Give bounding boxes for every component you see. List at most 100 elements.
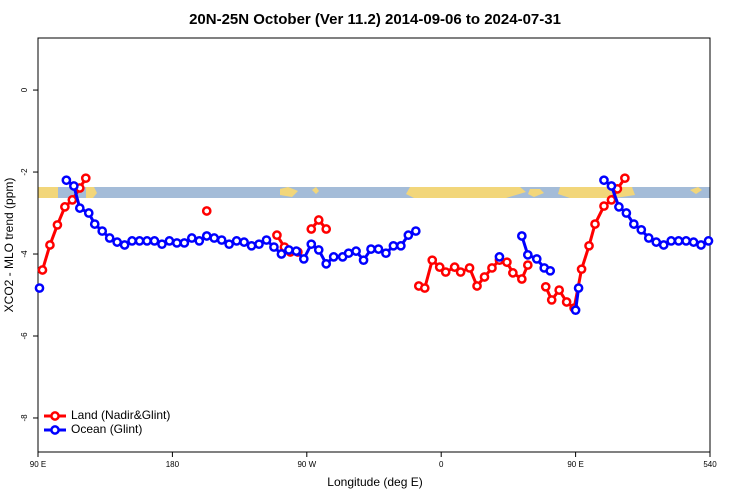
data-point [455, 267, 466, 277]
data-point [464, 263, 475, 273]
data-point [494, 252, 505, 262]
data-point [673, 236, 684, 246]
data-point [681, 236, 691, 246]
data-point [157, 239, 167, 250]
y-tick-label: 0 [20, 87, 29, 92]
data-point [134, 236, 145, 246]
data-point [576, 264, 587, 275]
data-point [508, 268, 518, 278]
data-point [487, 263, 497, 273]
data-point [97, 226, 108, 236]
map-strip [38, 187, 710, 198]
data-point [599, 201, 609, 211]
data-point [284, 245, 294, 255]
data-point [643, 233, 654, 243]
data-point [479, 272, 490, 282]
legend-marker [50, 425, 60, 435]
y-tick-label: -4 [20, 250, 29, 258]
data-point [502, 257, 512, 268]
data-point [658, 240, 669, 250]
data-point [209, 233, 220, 243]
data-point [554, 285, 565, 295]
legend-label: Ocean (Glint) [71, 422, 142, 436]
data-point [628, 219, 639, 229]
data-point [261, 235, 272, 245]
data-point [545, 265, 556, 276]
data-point [201, 206, 212, 216]
legend-marker [50, 411, 60, 421]
data-point [636, 224, 647, 235]
data-point [434, 262, 445, 272]
data-point [112, 237, 122, 247]
data-point [570, 305, 581, 316]
data-point [52, 220, 63, 230]
data-point [546, 295, 557, 305]
data-point [366, 244, 376, 254]
data-point [584, 240, 594, 251]
data-point [531, 254, 542, 264]
data-point [186, 233, 197, 243]
data-point [590, 219, 600, 229]
chart-title: 20N-25N October (Ver 11.2) 2014-09-06 to… [189, 11, 561, 28]
x-tick-label: 0 [439, 460, 444, 469]
data-point [321, 259, 332, 269]
data-point [522, 260, 533, 270]
data-point [472, 281, 482, 291]
data-point [328, 252, 339, 262]
x-tick-label: 90 E [567, 460, 583, 469]
data-point [89, 219, 100, 229]
data-point [666, 236, 677, 246]
data-point [351, 246, 361, 256]
data-point [37, 265, 48, 275]
data-point [34, 283, 45, 293]
data-point [599, 175, 609, 186]
data-point [224, 239, 234, 250]
data-point [80, 173, 91, 184]
data-point [127, 236, 137, 246]
data-point [358, 255, 369, 266]
data-point [61, 175, 72, 186]
y-tick-label: -6 [20, 332, 29, 340]
legend-label: Land (Nadir&Glint) [71, 408, 170, 422]
x-axis-label: Longitude (deg E) [327, 475, 422, 489]
data-point [522, 249, 533, 260]
data-point [142, 236, 152, 246]
data-point [440, 267, 451, 277]
data-point [343, 248, 354, 259]
data-point [216, 235, 227, 245]
data-point [651, 237, 662, 247]
y-axis-label: XCO2 - MLO trend (ppm) [2, 178, 16, 313]
data-point [540, 281, 551, 292]
data-point [254, 239, 264, 250]
data-point [68, 181, 79, 191]
data-point [149, 236, 160, 246]
data-point [516, 274, 527, 284]
data-point [67, 195, 78, 205]
data-point [419, 283, 430, 293]
data-point [410, 226, 421, 236]
y-tick-label: -2 [20, 168, 29, 176]
data-point [313, 245, 324, 255]
data-point [74, 203, 85, 213]
data-point [621, 208, 632, 218]
data-point [606, 181, 617, 191]
data-point [239, 237, 249, 247]
data-point [381, 248, 391, 259]
y-tick-label: -8 [20, 414, 29, 422]
data-point [373, 244, 384, 254]
data-point [403, 230, 414, 241]
data-point [561, 297, 572, 307]
data-point [688, 237, 699, 247]
data-point [396, 240, 406, 251]
data-point [573, 283, 584, 293]
data-point [179, 238, 190, 248]
data-point [388, 240, 399, 251]
x-tick-label: 90 W [297, 460, 316, 469]
data-point [276, 249, 287, 259]
data-point [231, 236, 242, 246]
data-point [321, 224, 332, 234]
x-tick-label: 90 E [30, 460, 46, 469]
x-tick-label: 540 [703, 460, 717, 469]
data-point [449, 262, 460, 272]
data-point [246, 240, 257, 251]
